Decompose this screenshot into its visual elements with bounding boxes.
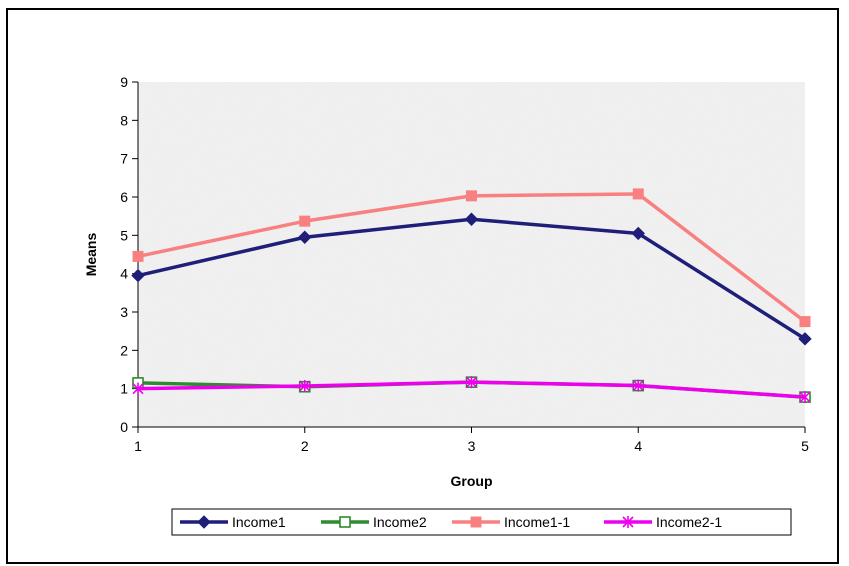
x-axis-title: Group <box>451 473 493 489</box>
y-tick-label: 7 <box>120 151 128 167</box>
legend-label: Income1 <box>232 514 286 530</box>
data-point <box>632 188 644 200</box>
y-tick-label: 1 <box>120 381 128 397</box>
data-point <box>798 332 812 346</box>
data-point <box>799 316 811 328</box>
y-tick-label: 4 <box>120 266 128 282</box>
data-point <box>632 379 644 392</box>
data-point <box>132 250 144 262</box>
legend-item: Income2-1 <box>604 514 722 530</box>
x-axis: 1 2 3 4 5 <box>134 426 809 454</box>
series-income2-1 <box>132 376 811 404</box>
y-tick-label: 9 <box>120 74 128 90</box>
data-point <box>132 382 144 395</box>
y-axis-title: Means <box>83 233 99 277</box>
y-tick-label: 3 <box>120 304 128 320</box>
y-axis: 0 1 2 3 4 5 6 7 8 9 <box>120 74 139 435</box>
legend-label: Income1-1 <box>504 514 570 530</box>
x-tick-label: 5 <box>801 438 809 454</box>
data-point <box>465 376 478 389</box>
data-point <box>299 215 311 227</box>
data-point <box>464 212 479 226</box>
data-point <box>298 230 312 244</box>
y-tick-label: 5 <box>120 227 128 243</box>
x-tick-label: 2 <box>301 438 309 454</box>
legend-marker <box>622 516 634 528</box>
data-point <box>631 226 645 241</box>
legend-item: Income1 <box>180 514 286 530</box>
data-point <box>799 391 811 404</box>
plot-area-texture <box>138 82 805 427</box>
x-tick-label: 1 <box>134 438 142 454</box>
y-tick-label: 6 <box>120 189 128 205</box>
y-tick-label: 2 <box>120 342 128 358</box>
series-income1 <box>131 212 812 346</box>
y-tick-label: 0 <box>120 419 128 435</box>
data-point <box>299 379 311 392</box>
legend-label: Income2 <box>373 514 427 530</box>
x-tick-label: 3 <box>468 438 476 454</box>
legend-marker <box>339 516 351 528</box>
legend-marker <box>470 516 482 528</box>
legend-item: Income2 <box>321 514 427 530</box>
series-income1-1 <box>132 188 811 328</box>
series-layer <box>131 188 812 404</box>
legend-marker <box>197 515 211 529</box>
legend-item: Income1-1 <box>452 514 570 530</box>
data-point <box>466 190 477 202</box>
y-tick-label: 8 <box>120 112 128 128</box>
x-tick-label: 4 <box>634 438 642 454</box>
data-point <box>131 268 145 283</box>
legend-label: Income2-1 <box>656 514 722 530</box>
legend: Income1 Income2 Income1-1 Income2-1 <box>171 508 792 536</box>
